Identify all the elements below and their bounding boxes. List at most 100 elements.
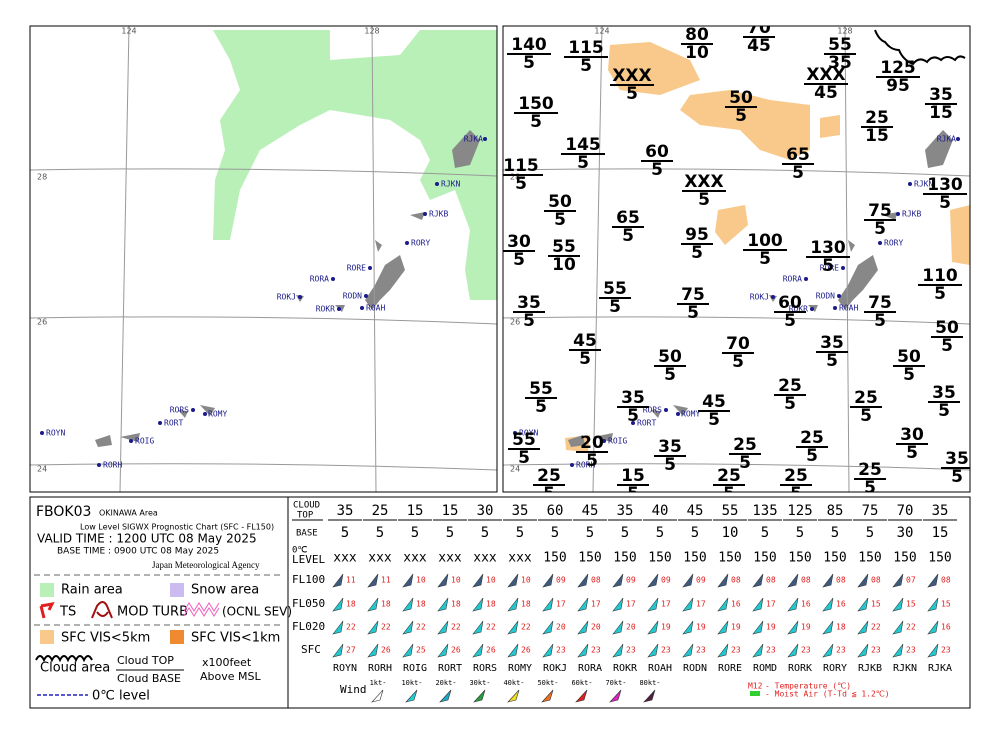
cloud-base: 5 xyxy=(790,484,802,504)
station-name: RJKA xyxy=(928,663,952,674)
wind-barb xyxy=(367,620,379,635)
wind-barb xyxy=(612,620,624,635)
cloud-base: 5 xyxy=(941,336,953,356)
station-dot xyxy=(908,182,912,186)
cloud-top: 25 xyxy=(854,388,878,408)
cloud-base: 5 xyxy=(535,397,547,417)
temperature: 15 xyxy=(906,600,916,609)
land xyxy=(651,410,661,418)
lat-label: 24 xyxy=(510,465,520,474)
cloud-top: 50 xyxy=(548,192,572,212)
cloud-top: 35 xyxy=(932,383,956,403)
cloud-base: 5 xyxy=(732,352,744,372)
station-label: RORH xyxy=(576,461,595,470)
cloud-top: 95 xyxy=(685,225,709,245)
wind-barb xyxy=(332,643,344,658)
row-header: LEVEL xyxy=(292,553,325,566)
freezing-level: 150 xyxy=(613,551,636,566)
cloud-top: 55 xyxy=(552,237,576,257)
cloud-top: 140 xyxy=(511,35,547,55)
moist-legend: - Moist Air (T-Td ≦ 1.2℃) xyxy=(765,690,890,699)
station-name: RODN xyxy=(683,663,707,674)
cloud-base: 5 xyxy=(903,365,915,385)
cloud-top: 50 xyxy=(658,347,682,367)
temperature: 27 xyxy=(346,646,356,655)
wind-barb xyxy=(577,620,589,635)
land xyxy=(925,130,953,168)
lon-label: 128 xyxy=(837,27,852,36)
wind-swatch xyxy=(609,689,622,703)
cloud-base: 5 xyxy=(554,210,566,230)
cloud-top: 35 xyxy=(617,503,634,519)
land xyxy=(673,405,688,416)
temperature: 17 xyxy=(626,600,636,609)
wind-barb xyxy=(682,573,694,588)
station-label: RJKA xyxy=(937,135,956,144)
station-label: ROKR xyxy=(316,305,335,314)
wind-barb xyxy=(857,643,869,658)
wind-barb xyxy=(892,620,904,635)
cloud-base: 5 xyxy=(691,243,703,263)
vis1-swatch xyxy=(170,630,184,644)
wind-barb xyxy=(332,620,344,635)
station-dot xyxy=(810,307,814,311)
temperature: 23 xyxy=(696,646,706,655)
freezing-level: 150 xyxy=(928,551,951,566)
cloud-top: 15 xyxy=(621,466,645,486)
turb-icon xyxy=(91,601,113,619)
cloud-base: 45 xyxy=(814,83,838,103)
freezing-level: 150 xyxy=(543,551,566,566)
cloud-base: 5 xyxy=(806,446,818,466)
land xyxy=(410,212,425,220)
cloud-base: 5 xyxy=(579,349,591,369)
station-label: RORE xyxy=(820,264,839,273)
station-dot xyxy=(298,295,302,299)
grid-line xyxy=(30,168,497,177)
cloud-base: 5 xyxy=(530,112,542,132)
land xyxy=(375,240,382,252)
wind-barb xyxy=(822,643,834,658)
temperature: 15 xyxy=(941,600,951,609)
cloud-base: 5 xyxy=(621,525,629,541)
cloud-base: 5 xyxy=(906,443,918,463)
temperature: 18 xyxy=(416,600,426,609)
temperature: 17 xyxy=(696,600,706,609)
station-name: ROMD xyxy=(753,663,777,674)
wind-barb xyxy=(332,573,344,588)
station-dot xyxy=(664,408,668,412)
wind-barb xyxy=(682,620,694,635)
temperature: 23 xyxy=(556,646,566,655)
cloud-top: 130 xyxy=(810,238,846,258)
bottom-frame xyxy=(29,496,971,709)
cloud-icon xyxy=(35,655,93,663)
wind-speed: 10kt- xyxy=(401,679,422,687)
wind-barb xyxy=(507,643,519,658)
cloud-base: 5 xyxy=(586,451,598,471)
cloud-base: 10 xyxy=(685,43,709,63)
temperature: 22 xyxy=(346,623,356,632)
wind-barb xyxy=(717,573,729,588)
lat-label: 24 xyxy=(37,465,47,474)
wind-barb xyxy=(787,597,799,612)
sev-label: (OCNL SEV) xyxy=(222,605,292,619)
cloud-top: 35 xyxy=(337,503,354,519)
freezing-level: xxx xyxy=(508,551,532,566)
freezing-level: 150 xyxy=(718,551,741,566)
station-name: ROYN xyxy=(333,663,357,674)
cloud-top: 30 xyxy=(507,232,531,252)
station-dot xyxy=(602,439,606,443)
cloud-base: 5 xyxy=(831,525,839,541)
temperature: 09 xyxy=(696,576,706,585)
cloud-base: 5 xyxy=(411,525,419,541)
lon-label: 124 xyxy=(121,27,136,36)
cloud-top: 35 xyxy=(621,388,645,408)
cloud-base: 5 xyxy=(543,484,555,504)
chart-name: Low Level SIGWX Prognostic Chart (SFC - … xyxy=(80,523,274,532)
cloud-top: 40 xyxy=(652,503,669,519)
cloud-base: 5 xyxy=(759,249,771,269)
wind-barb xyxy=(857,597,869,612)
cloud-top: 35 xyxy=(932,503,949,519)
temperature: 23 xyxy=(801,646,811,655)
cloud-top: 70 xyxy=(897,503,914,519)
cloud-top: 100 xyxy=(747,231,783,251)
